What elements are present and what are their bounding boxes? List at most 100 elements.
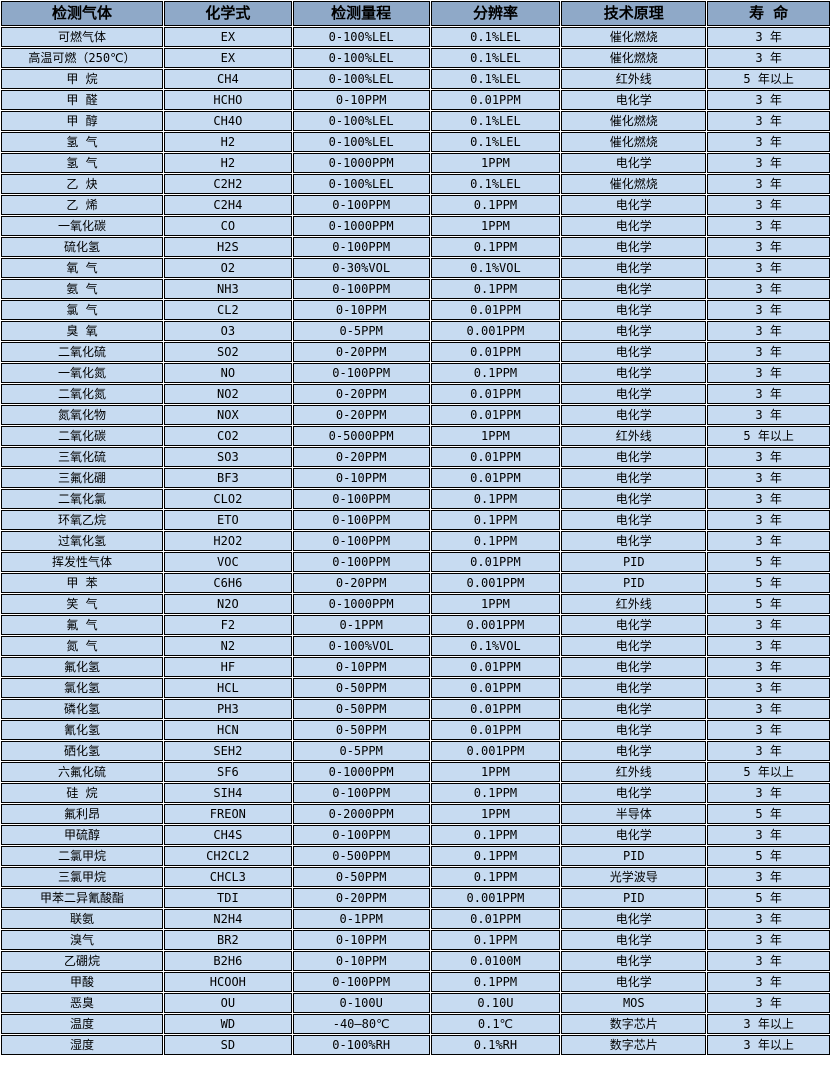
cell-gas: 高温可燃（250℃）	[1, 48, 163, 68]
cell-range: 0-20PPM	[292, 342, 430, 362]
cell-formula: CH2CL2	[163, 846, 292, 866]
cell-formula: SF6	[163, 762, 292, 782]
cell-principle: 红外线	[561, 594, 707, 614]
cell-lifespan: 3 年	[707, 636, 830, 656]
cell-gas: 磷化氢	[1, 699, 163, 719]
cell-lifespan: 3 年	[707, 279, 830, 299]
cell-gas: 氟 气	[1, 615, 163, 635]
cell-lifespan: 3 年	[707, 216, 830, 236]
cell-formula: H2O2	[163, 531, 292, 551]
table-row: 高温可燃（250℃） EX 0-100%LEL 0.1%LEL 催化燃烧 3 年	[1, 48, 830, 68]
cell-gas: 乙 烯	[1, 195, 163, 215]
cell-lifespan: 3 年	[707, 951, 830, 971]
cell-formula: CO2	[163, 426, 292, 446]
cell-principle: 电化学	[561, 783, 707, 803]
cell-range: 0-1PPM	[292, 615, 430, 635]
table-row: 甲 苯 C6H6 0-20PPM 0.001PPM PID 5 年	[1, 573, 830, 593]
cell-range: 0-100PPM	[292, 195, 430, 215]
cell-range: 0-5000PPM	[292, 426, 430, 446]
cell-gas: 硫化氢	[1, 237, 163, 257]
cell-range: 0-100PPM	[292, 825, 430, 845]
table-row: 乙 炔 C2H2 0-100%LEL 0.1%LEL 催化燃烧 3 年	[1, 174, 830, 194]
cell-principle: 光学波导	[561, 867, 707, 887]
table-row: 二氧化氮 NO2 0-20PPM 0.01PPM 电化学 3 年	[1, 384, 830, 404]
cell-range: 0-20PPM	[292, 447, 430, 467]
cell-gas: 硒化氢	[1, 741, 163, 761]
cell-range: 0-100PPM	[292, 363, 430, 383]
cell-principle: 电化学	[561, 279, 707, 299]
cell-principle: 电化学	[561, 741, 707, 761]
cell-principle: 电化学	[561, 720, 707, 740]
cell-lifespan: 5 年以上	[707, 69, 830, 89]
cell-formula: H2	[163, 132, 292, 152]
cell-lifespan: 3 年	[707, 195, 830, 215]
table-row: 三氧化硫 SO3 0-20PPM 0.01PPM 电化学 3 年	[1, 447, 830, 467]
cell-lifespan: 3 年	[707, 27, 830, 47]
cell-gas: 乙 炔	[1, 174, 163, 194]
cell-formula: N2	[163, 636, 292, 656]
table-row: 温度 WD -40—80℃ 0.1℃ 数字芯片 3 年以上	[1, 1014, 830, 1034]
cell-formula: BR2	[163, 930, 292, 950]
cell-gas: 氯 气	[1, 300, 163, 320]
cell-resolution: 0.1PPM	[430, 783, 561, 803]
cell-principle: MOS	[561, 993, 707, 1013]
table-row: 甲酸 HCOOH 0-100PPM 0.1PPM 电化学 3 年	[1, 972, 830, 992]
cell-gas: 甲酸	[1, 972, 163, 992]
cell-formula: CH4O	[163, 111, 292, 131]
table-row: 联氨 N2H4 0-1PPM 0.01PPM 电化学 3 年	[1, 909, 830, 929]
cell-gas: 笑 气	[1, 594, 163, 614]
cell-formula: C2H2	[163, 174, 292, 194]
cell-resolution: 0.1%LEL	[430, 69, 561, 89]
column-header-gas: 检测气体	[1, 1, 163, 26]
cell-lifespan: 5 年以上	[707, 762, 830, 782]
cell-lifespan: 3 年	[707, 930, 830, 950]
cell-resolution: 0.1PPM	[430, 489, 561, 509]
cell-resolution: 0.1PPM	[430, 531, 561, 551]
cell-resolution: 0.1%VOL	[430, 636, 561, 656]
table-row: 挥发性气体 VOC 0-100PPM 0.01PPM PID 5 年	[1, 552, 830, 572]
cell-lifespan: 5 年	[707, 804, 830, 824]
cell-range: 0-10PPM	[292, 951, 430, 971]
cell-formula: B2H6	[163, 951, 292, 971]
cell-gas: 臭 氧	[1, 321, 163, 341]
cell-formula: CHCL3	[163, 867, 292, 887]
table-row: 过氧化氢 H2O2 0-100PPM 0.1PPM 电化学 3 年	[1, 531, 830, 551]
cell-lifespan: 3 年	[707, 363, 830, 383]
table-body: 可燃气体 EX 0-100%LEL 0.1%LEL 催化燃烧 3 年高温可燃（250℃） E…	[1, 27, 830, 1055]
cell-resolution: 0.01PPM	[430, 468, 561, 488]
cell-principle: 电化学	[561, 300, 707, 320]
cell-principle: PID	[561, 888, 707, 908]
cell-gas: 三氯甲烷	[1, 867, 163, 887]
cell-formula: ETO	[163, 510, 292, 530]
cell-gas: 甲 醛	[1, 90, 163, 110]
cell-range: 0-100%RH	[292, 1035, 430, 1055]
cell-lifespan: 3 年	[707, 657, 830, 677]
cell-range: 0-100%LEL	[292, 48, 430, 68]
cell-lifespan: 5 年	[707, 846, 830, 866]
cell-gas: 三氟化硼	[1, 468, 163, 488]
cell-resolution: 0.01PPM	[430, 300, 561, 320]
cell-resolution: 0.1PPM	[430, 846, 561, 866]
cell-gas: 氮氧化物	[1, 405, 163, 425]
cell-gas: 一氧化碳	[1, 216, 163, 236]
cell-principle: 红外线	[561, 69, 707, 89]
cell-range: 0-100%LEL	[292, 111, 430, 131]
cell-gas: 可燃气体	[1, 27, 163, 47]
column-header-range: 检测量程	[292, 1, 430, 26]
cell-resolution: 0.10U	[430, 993, 561, 1013]
cell-formula: SO3	[163, 447, 292, 467]
cell-formula: HCL	[163, 678, 292, 698]
cell-formula: FREON	[163, 804, 292, 824]
cell-principle: PID	[561, 552, 707, 572]
column-header-formula: 化学式	[163, 1, 292, 26]
cell-gas: 甲苯二异氰酸酯	[1, 888, 163, 908]
cell-range: 0-10PPM	[292, 300, 430, 320]
cell-resolution: 0.1PPM	[430, 972, 561, 992]
cell-range: 0-5PPM	[292, 321, 430, 341]
cell-range: 0-1000PPM	[292, 216, 430, 236]
cell-formula: EX	[163, 27, 292, 47]
cell-principle: 催化燃烧	[561, 132, 707, 152]
cell-principle: 催化燃烧	[561, 48, 707, 68]
cell-gas: 乙硼烷	[1, 951, 163, 971]
cell-resolution: 0.1PPM	[430, 867, 561, 887]
